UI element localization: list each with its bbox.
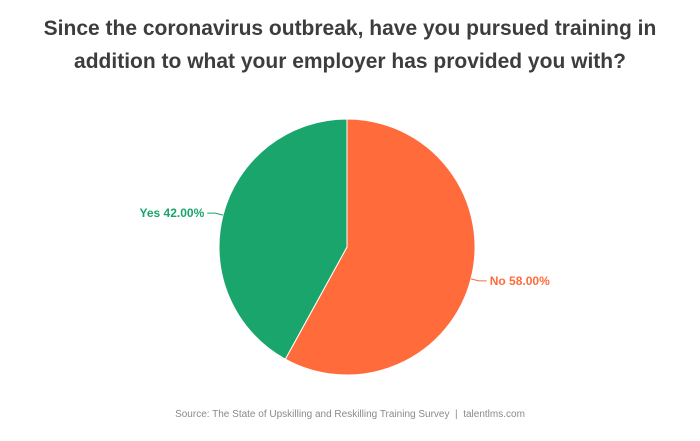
chart-title: Since the coronavirus outbreak, have you… — [20, 12, 680, 78]
chart-title-line-1: Since the coronavirus outbreak, have you… — [43, 17, 657, 40]
footer-site: talentlms.com — [463, 409, 525, 420]
leader-line-yes — [207, 212, 224, 216]
footer-source: Source: The State of Upskilling and Resk… — [175, 409, 450, 420]
chart-footer: Source: The State of Upskilling and Resk… — [0, 409, 700, 420]
pie-slice-yes — [218, 118, 348, 360]
slice-label-no: No 58.00% — [490, 274, 550, 288]
slice-label-yes: Yes 42.00% — [140, 206, 205, 220]
footer-separator: | — [455, 409, 458, 420]
leader-line-no — [470, 278, 487, 282]
chart-title-line-2: addition to what your employer has provi… — [74, 50, 626, 73]
